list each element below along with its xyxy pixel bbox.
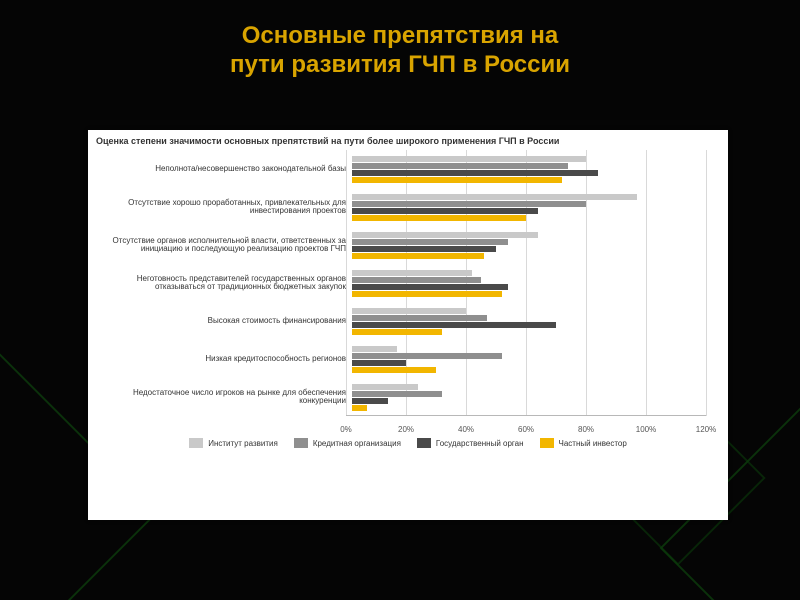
category-label: Неготовность представителей государствен… [96,275,352,292]
bar-group [352,150,720,188]
category-label: Высокая стоимость финансирования [96,317,352,325]
bar-group [352,264,720,302]
legend-label: Частный инвестор [559,439,627,448]
bar [352,346,397,352]
bar [352,322,556,328]
bar [352,246,496,252]
bar [352,405,367,411]
chart-row: Низкая кредитоспособность регионов [96,340,720,378]
bar [352,329,442,335]
chart-row: Отсутствие органов исполнительной власти… [96,226,720,264]
chart-plot: Неполнота/несовершенство законодательной… [96,150,720,434]
bar-group [352,378,720,416]
category-label: Недостаточное число игроков на рынке для… [96,389,352,406]
legend-label: Государственный орган [436,439,524,448]
category-label: Неполнота/несовершенство законодательной… [96,165,352,173]
category-label: Отсутствие органов исполнительной власти… [96,237,352,254]
legend-swatch [294,438,308,448]
legend-item: Кредитная организация [294,438,401,448]
bar [352,215,526,221]
x-tick-label: 0% [340,425,352,434]
x-tick-label: 20% [398,425,414,434]
x-tick-label: 40% [458,425,474,434]
bar-group [352,302,720,340]
title-line: пути развития ГЧП в России [0,51,800,80]
legend-item: Государственный орган [417,438,524,448]
bar [352,201,586,207]
category-label: Отсутствие хорошо проработанных, привлек… [96,199,352,216]
bar-group [352,340,720,378]
page-title: Основные препятствия на пути развития ГЧ… [0,0,800,80]
chart-title: Оценка степени значимости основных препя… [88,130,728,150]
bar [352,315,487,321]
bar [352,156,586,162]
bar [352,208,538,214]
bar-group [352,226,720,264]
bar [352,253,484,259]
category-label: Низкая кредитоспособность регионов [96,355,352,363]
chart-legend: Институт развития Кредитная организация Го… [88,438,728,448]
chart-row: Недостаточное число игроков на рынке для… [96,378,720,416]
x-tick-label: 80% [578,425,594,434]
x-tick-label: 120% [696,425,716,434]
bar [352,391,442,397]
bar [352,398,388,404]
bar [352,163,568,169]
x-tick-label: 60% [518,425,534,434]
legend-swatch [189,438,203,448]
chart-card: Оценка степени значимости основных препя… [88,130,728,520]
bar-group [352,188,720,226]
bar [352,177,562,183]
legend-swatch [417,438,431,448]
bar [352,291,502,297]
bar [352,284,508,290]
legend-swatch [540,438,554,448]
chart-row: Высокая стоимость финансирования [96,302,720,340]
x-tick-label: 100% [636,425,656,434]
chart-row: Неготовность представителей государствен… [96,264,720,302]
legend-label: Кредитная организация [313,439,401,448]
chart-row: Отсутствие хорошо проработанных, привлек… [96,188,720,226]
legend-item: Частный инвестор [540,438,627,448]
chart-row: Неполнота/несовершенство законодательной… [96,150,720,188]
bar [352,360,406,366]
bar [352,194,637,200]
bar [352,277,481,283]
legend-item: Институт развития [189,438,278,448]
title-line: Основные препятствия на [0,22,800,51]
bar [352,384,418,390]
bar [352,367,436,373]
bar [352,170,598,176]
bar [352,308,466,314]
bar [352,239,508,245]
bar [352,353,502,359]
legend-label: Институт развития [208,439,278,448]
bar [352,232,538,238]
bar [352,270,472,276]
